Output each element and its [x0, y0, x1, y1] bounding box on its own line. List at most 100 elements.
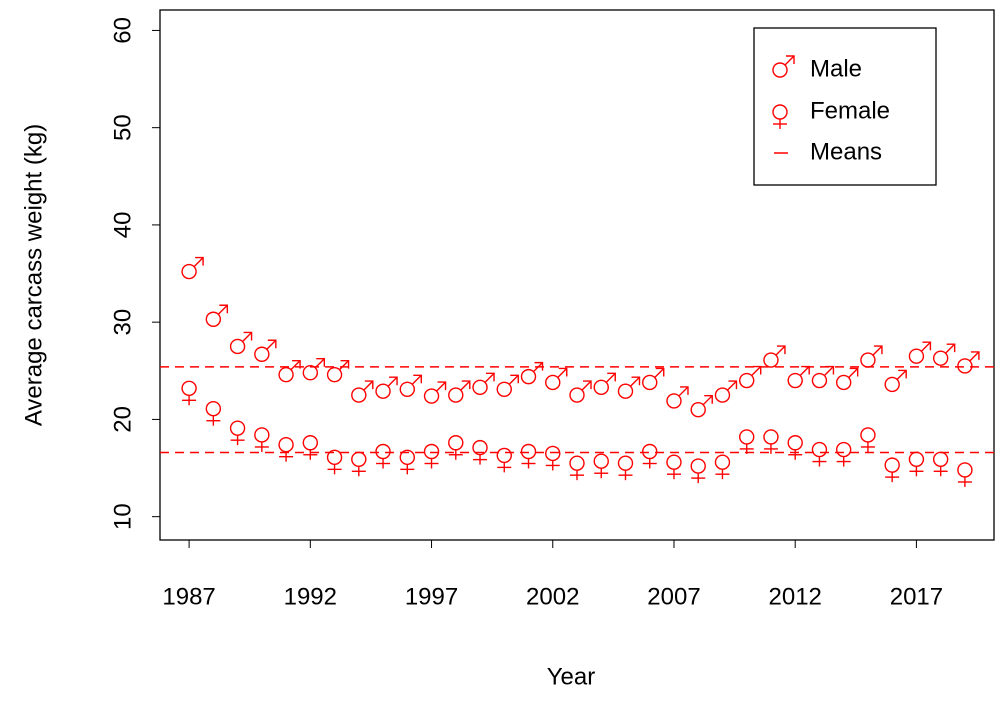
glyph-circle — [690, 458, 706, 474]
point — [593, 372, 616, 396]
glyph-arrow — [290, 360, 301, 371]
point — [326, 359, 350, 383]
glyph-circle — [714, 454, 731, 470]
glyph-circle — [957, 358, 973, 374]
glyph-arrow — [411, 374, 422, 385]
glyph-arrow-head — [898, 369, 907, 379]
point — [254, 339, 277, 362]
point — [642, 367, 665, 391]
point — [957, 462, 973, 487]
point — [399, 374, 422, 397]
point — [593, 453, 609, 479]
glyph-circle — [666, 454, 682, 470]
point — [254, 427, 270, 452]
point — [520, 361, 544, 385]
glyph-arrow-head — [776, 345, 786, 355]
point — [569, 455, 585, 481]
point — [666, 386, 689, 409]
point — [399, 449, 415, 475]
glyph-circle — [326, 449, 343, 466]
point — [181, 256, 204, 280]
glyph-arrow — [387, 376, 398, 387]
glyph-arrow-head — [607, 372, 616, 382]
glyph-circle — [472, 379, 488, 396]
glyph-circle — [205, 311, 222, 327]
glyph-arrow — [581, 380, 592, 391]
glyph-circle — [254, 427, 270, 443]
y-tick-label: 10 — [109, 503, 136, 530]
glyph-arrow — [605, 372, 616, 383]
glyph-arrow — [848, 367, 859, 378]
point — [351, 451, 367, 477]
glyph-circle — [860, 427, 876, 443]
x-tick-label: 2017 — [890, 583, 943, 610]
glyph-arrow — [557, 367, 568, 378]
glyph-arrow — [339, 360, 350, 371]
x-tick-label: 2002 — [526, 583, 579, 610]
glyph-arrow-head — [704, 394, 713, 404]
point — [642, 443, 658, 469]
glyph-arrow-head — [679, 386, 689, 395]
glyph-circle — [739, 429, 755, 445]
point — [787, 365, 810, 389]
glyph-circle — [278, 436, 294, 453]
glyph-arrow-head — [219, 304, 229, 314]
glyph-circle — [884, 457, 900, 473]
glyph-circle — [205, 401, 222, 417]
point — [932, 343, 956, 366]
point — [811, 441, 828, 467]
point — [932, 451, 949, 477]
y-axis-label: Average carcass weight (kg) — [20, 124, 47, 426]
glyph-circle — [520, 443, 537, 460]
glyph-circle — [593, 453, 609, 469]
legend-label: Means — [810, 138, 882, 165]
point — [884, 457, 900, 483]
legend-label: Female — [810, 97, 890, 124]
glyph-arrow-head — [437, 381, 447, 391]
y-tick-label: 30 — [109, 309, 136, 336]
legend-symbol — [772, 104, 788, 129]
glyph-arrow-head — [316, 358, 326, 367]
glyph-circle — [690, 401, 706, 418]
glyph-arrow — [242, 331, 253, 342]
glyph-circle — [835, 441, 852, 458]
glyph-circle — [811, 441, 828, 458]
glyph-arrow — [823, 366, 834, 377]
glyph-circle — [448, 435, 464, 451]
glyph-arrow-head — [583, 380, 592, 390]
glyph-circle — [569, 387, 585, 403]
point — [763, 345, 786, 368]
y-tick-label: 40 — [109, 212, 136, 239]
glyph-arrow — [751, 366, 762, 377]
y-tick-label: 20 — [109, 406, 136, 433]
glyph-arrow — [896, 369, 907, 380]
x-axis-label: Year — [547, 663, 596, 690]
glyph-arrow — [920, 341, 931, 352]
glyph-arrow-head — [786, 55, 795, 64]
glyph-circle — [714, 387, 731, 403]
legend-label: Male — [810, 55, 862, 82]
glyph-arrow-head — [922, 341, 932, 351]
point — [739, 429, 755, 454]
glyph-circle — [278, 366, 294, 383]
glyph-circle — [181, 263, 197, 280]
glyph-circle — [957, 462, 973, 478]
point — [278, 436, 294, 462]
glyph-circle — [835, 374, 852, 391]
glyph-arrow — [314, 358, 325, 369]
glyph-circle — [763, 429, 779, 445]
point — [181, 380, 197, 406]
point — [472, 372, 495, 396]
point — [545, 367, 568, 391]
glyph-arrow — [775, 345, 786, 356]
glyph-circle — [932, 451, 949, 467]
glyph-circle — [399, 381, 415, 397]
glyph-circle — [520, 368, 537, 385]
glyph-arrow-head — [364, 380, 374, 390]
glyph-circle — [787, 435, 803, 451]
glyph-circle — [423, 443, 440, 460]
point — [860, 427, 876, 452]
point — [860, 345, 883, 368]
point — [375, 376, 398, 399]
glyph-arrow-head — [849, 367, 859, 377]
